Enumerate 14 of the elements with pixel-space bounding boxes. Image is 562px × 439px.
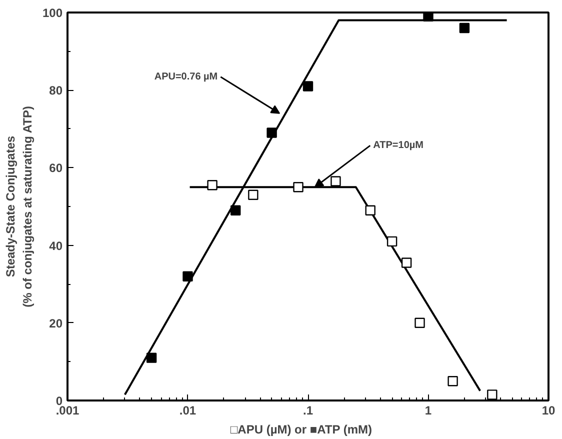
annotation: ATP=10µM [373,140,424,152]
y-tick-label: 40 [49,238,63,253]
y-axis-title: Steady-State Conjugates (% of conjugates at saturating ATP) [4,106,34,308]
x-tick-label: 1 [424,404,432,418]
x-tick-label: .01 [179,404,196,418]
y-tick-label: 100 [42,6,63,20]
x-tick-label: .1 [302,404,314,418]
y-tick-label: 20 [49,316,63,330]
x-axis-title: □APU (µM) or ■ATP (mM) [230,422,372,436]
annotation: APU=0.76 µM [154,71,218,82]
y-tick-label: 80 [49,84,63,98]
y-tick-label: 60 [49,161,63,176]
x-tick-label: .001 [56,404,80,418]
x-tick-label: 10 [542,404,556,418]
